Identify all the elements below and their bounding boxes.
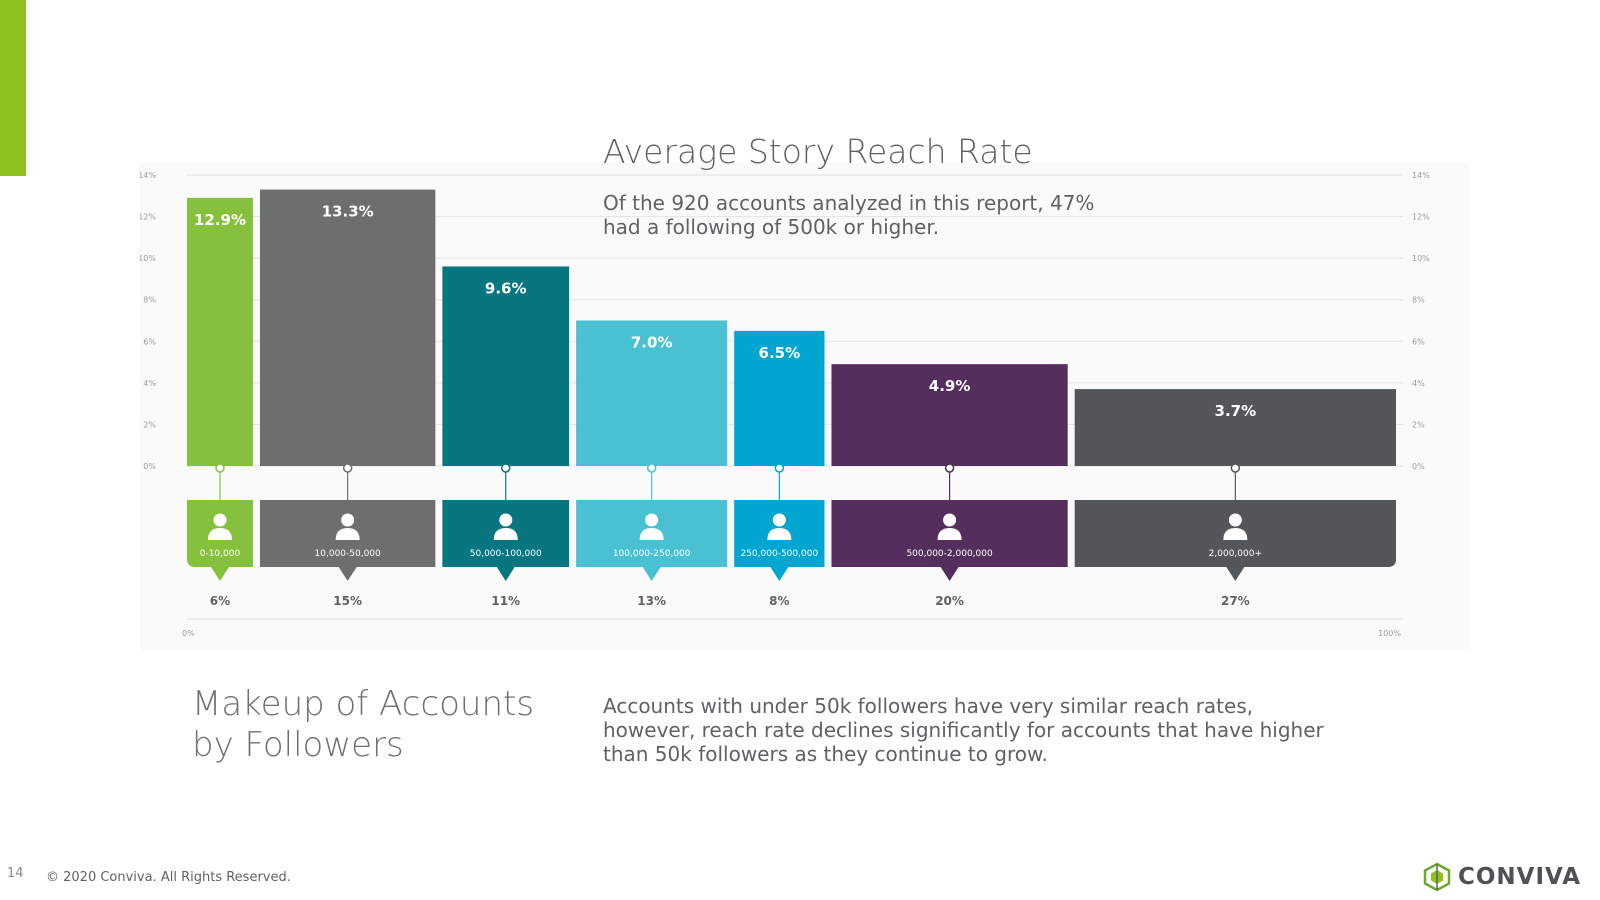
chart-panel: 0% 0% 2% 2% 4% 4% 6% 6% 8% 8% 10% 10% 12% 12% 14% 14% 0%… [140,163,1470,650]
x-axis-label-start: 0% [182,629,195,638]
bar-value-label: 12.9% [194,211,246,229]
follower-bracket-label: 10,000-50,000 [315,549,382,559]
follower-bracket-box [187,500,253,581]
conviva-logo: CONVIVA [1422,861,1581,893]
share-label: 15% [333,594,362,608]
follower-bracket-label: 0-10,000 [200,549,241,559]
person-icon [1223,528,1248,540]
reach-bar [576,320,728,466]
share-label: 6% [210,594,230,608]
reach-rate-chart: 0% 0% 2% 2% 4% 4% 6% 6% 8% 8% 10% 10% 12% 12% 14% 14% 0%… [140,171,1430,638]
chart-title: Average Story Reach Rate [603,132,1033,171]
bar-value-label: 6.5% [759,344,801,362]
y-tick-label-right: 2% [1412,420,1425,429]
person-icon [645,513,659,527]
page-number: 14 [7,866,24,881]
person-icon [639,528,664,540]
y-tick-label-left: 8% [143,296,156,305]
share-label: 11% [491,594,520,608]
conviva-logo-icon [1423,862,1451,892]
connector-node [500,463,511,473]
follower-bracket-box [442,500,570,581]
reach-bar [259,189,436,467]
person-icon [499,513,513,527]
accent-bar [0,0,26,176]
y-tick-label-left: 6% [143,337,156,346]
share-label: 13% [637,594,666,608]
person-icon [772,513,786,527]
follower-bracket-label: 2,000,000+ [1209,549,1262,559]
follower-bracket-box [831,500,1068,581]
person-icon [213,513,227,527]
bar-value-label: 3.7% [1215,402,1257,420]
intro-text: Of the 920 accounts analyzed in this rep… [603,191,1095,239]
bar-value-label: 13.3% [322,203,374,221]
y-tick-label-right: 8% [1412,296,1425,305]
follower-bracket-label: 250,000-500,000 [740,549,818,559]
y-tick-label-left: 0% [143,462,156,471]
reach-bar [442,266,570,466]
copyright: © 2020 Conviva. All Rights Reserved. [46,870,291,885]
connector-node [646,463,657,473]
y-tick-label-left: 2% [143,420,156,429]
share-label: 27% [1221,594,1250,608]
connector-node [944,463,955,473]
connector-node [215,463,225,473]
person-icon [937,528,962,540]
y-tick-label-left: 10% [140,254,156,263]
reach-bar [1074,389,1396,466]
y-tick-label-right: 6% [1412,337,1425,346]
reach-bar [734,330,825,466]
person-icon [493,528,518,540]
y-tick-label-left: 14% [140,171,156,180]
follower-bracket-box [259,500,436,581]
person-icon [207,528,232,540]
follower-bracket-label: 500,000-2,000,000 [906,549,993,559]
connector-node [1230,463,1241,473]
makeup-title: Makeup of Accounts by Followers [192,684,535,765]
reach-bar [831,364,1068,466]
y-tick-label-right: 10% [1412,254,1430,263]
x-axis-label-end: 100% [1378,629,1401,638]
person-icon [1228,513,1242,527]
y-tick-label-right: 14% [1412,171,1430,180]
connector-node [342,463,353,473]
person-icon [767,528,792,540]
person-icon [341,513,355,527]
y-tick-label-right: 4% [1412,379,1425,388]
makeup-description: Accounts with under 50k followers have v… [603,694,1324,766]
person-icon [943,513,957,527]
bar-value-label: 4.9% [929,377,971,395]
follower-bracket-label: 50,000-100,000 [470,549,542,559]
bar-value-label: 7.0% [631,334,673,352]
share-label: 20% [935,594,964,608]
follower-bracket-label: 100,000-250,000 [613,549,691,559]
y-tick-label-right: 12% [1412,213,1430,222]
bar-value-label: 9.6% [485,279,527,297]
follower-bracket-box [576,500,728,581]
connector-node [774,463,785,473]
reach-bar [187,197,253,466]
follower-bracket-box [1074,500,1396,581]
y-tick-label-left: 4% [143,379,156,388]
follower-bracket-box [734,500,825,581]
y-tick-label-right: 0% [1412,462,1425,471]
share-label: 8% [769,594,789,608]
y-tick-label-left: 12% [140,213,156,222]
logo-text: CONVIVA [1458,864,1582,890]
person-icon [335,528,360,540]
